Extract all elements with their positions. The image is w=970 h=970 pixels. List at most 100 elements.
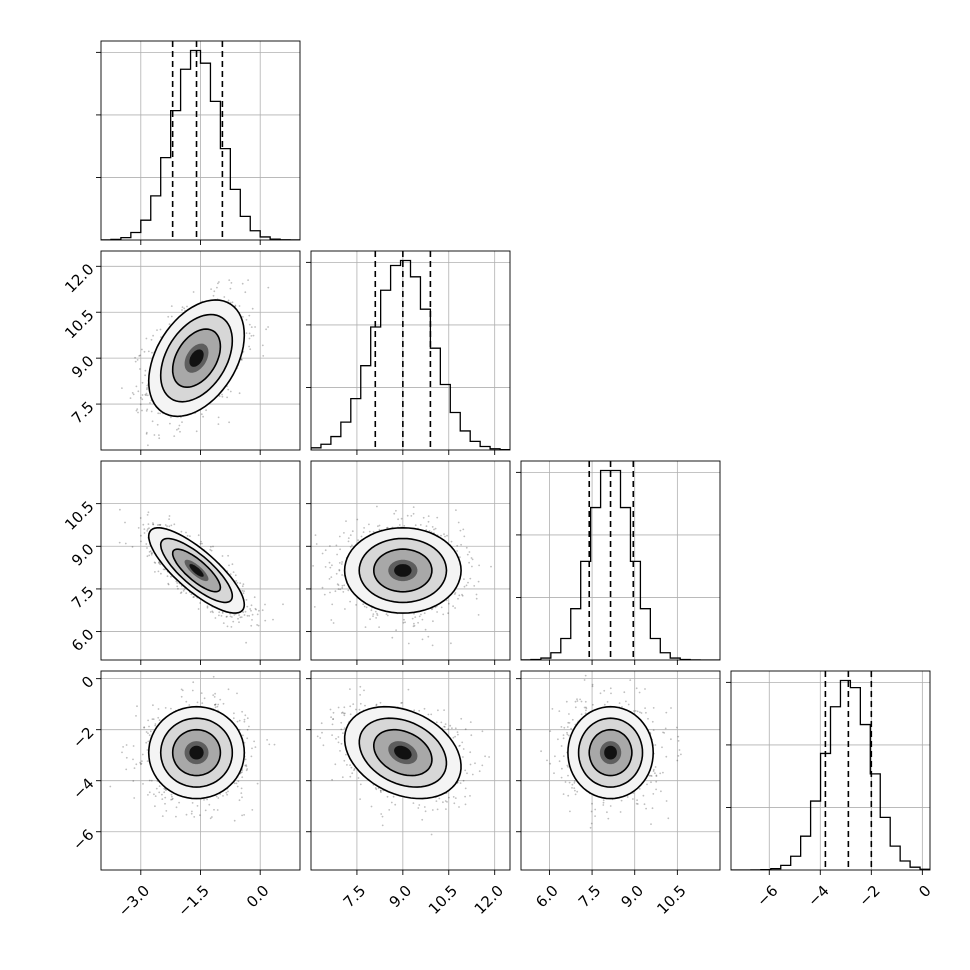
sample-point [232,717,235,720]
sample-point [334,590,337,593]
sample-point [465,584,468,587]
sample-point [232,571,235,573]
sample-point [349,600,351,603]
sample-point [168,525,171,528]
sample-point [164,707,167,709]
sample-point [220,615,223,617]
sample-point [376,614,379,616]
sample-point [246,737,249,740]
sample-point [176,428,178,431]
sample-point [312,565,314,567]
sample-point [471,565,473,568]
sample-point [335,544,338,547]
sample-point [372,615,374,617]
sample-point [424,628,427,631]
axes-frame [310,250,511,451]
sample-point [430,608,433,611]
sample-point [147,719,150,722]
sample-point [406,514,409,517]
sample-point [457,597,459,600]
sample-point [251,307,254,310]
sample-point [262,355,265,357]
sample-point [153,793,155,796]
sample-point [164,802,166,805]
sample-point [137,527,140,529]
sample-point [143,726,146,729]
sample-point [171,797,174,800]
sample-point [431,526,434,528]
sample-point [132,393,135,396]
sample-point [197,534,200,537]
sample-point [161,815,164,817]
sample-point [148,725,150,728]
sample-point [173,523,176,526]
sample-point [254,607,257,610]
sample-point [324,566,327,568]
sample-point [206,798,209,801]
sample-point [233,712,235,715]
sample-point [395,629,397,632]
sample-point [151,552,154,554]
axes-frame [100,670,301,871]
sample-point [245,765,248,768]
sample-point [159,412,162,415]
sample-point [425,529,428,531]
sample-point [347,589,350,592]
sample-point [147,523,150,525]
sample-point [377,525,379,528]
sample-point [146,547,148,549]
sample-point [158,791,161,794]
sample-point [151,351,153,354]
sample-point [378,524,381,527]
sample-point [261,609,264,612]
sample-point [237,617,239,620]
sample-point [162,568,165,571]
sample-point [152,718,155,720]
sample-point [191,689,194,692]
sample-point [398,524,401,526]
sample-point [121,387,123,389]
sample-point [434,606,437,609]
sample-point [329,566,332,569]
sample-point [154,724,157,727]
sample-point [470,557,473,559]
sample-point [250,326,253,328]
sample-point [242,316,244,318]
sample-point [140,762,143,765]
sample-point [250,755,253,758]
sample-point [221,612,224,614]
sample-point [442,613,445,616]
sample-point [242,734,244,737]
sample-point [468,561,470,564]
sample-point [147,444,149,447]
sample-point [244,758,247,761]
sample-point [217,416,220,419]
sample-point [133,797,136,799]
sample-point [216,286,218,289]
contour-line [343,526,462,614]
sample-point [164,568,166,571]
sample-point [134,356,137,359]
sample-point [214,703,217,706]
sample-point [436,611,438,613]
sample-point [343,584,346,587]
density-core [394,564,412,577]
contour-line [372,548,433,593]
sample-point [142,523,145,526]
sample-point [155,787,158,790]
sample-point [393,512,396,515]
sample-point [149,730,152,733]
sample-point [140,397,142,399]
sample-point [329,591,331,594]
sample-point [145,731,148,733]
sample-point [228,564,230,567]
sample-point [159,487,161,489]
sample-point [253,596,256,599]
sample-point [159,328,162,331]
sample-point [372,530,375,533]
sample-point [170,793,173,796]
sample-point [189,535,191,538]
sample-point [368,530,371,533]
scatter-points [118,508,284,644]
sample-point [140,763,142,765]
